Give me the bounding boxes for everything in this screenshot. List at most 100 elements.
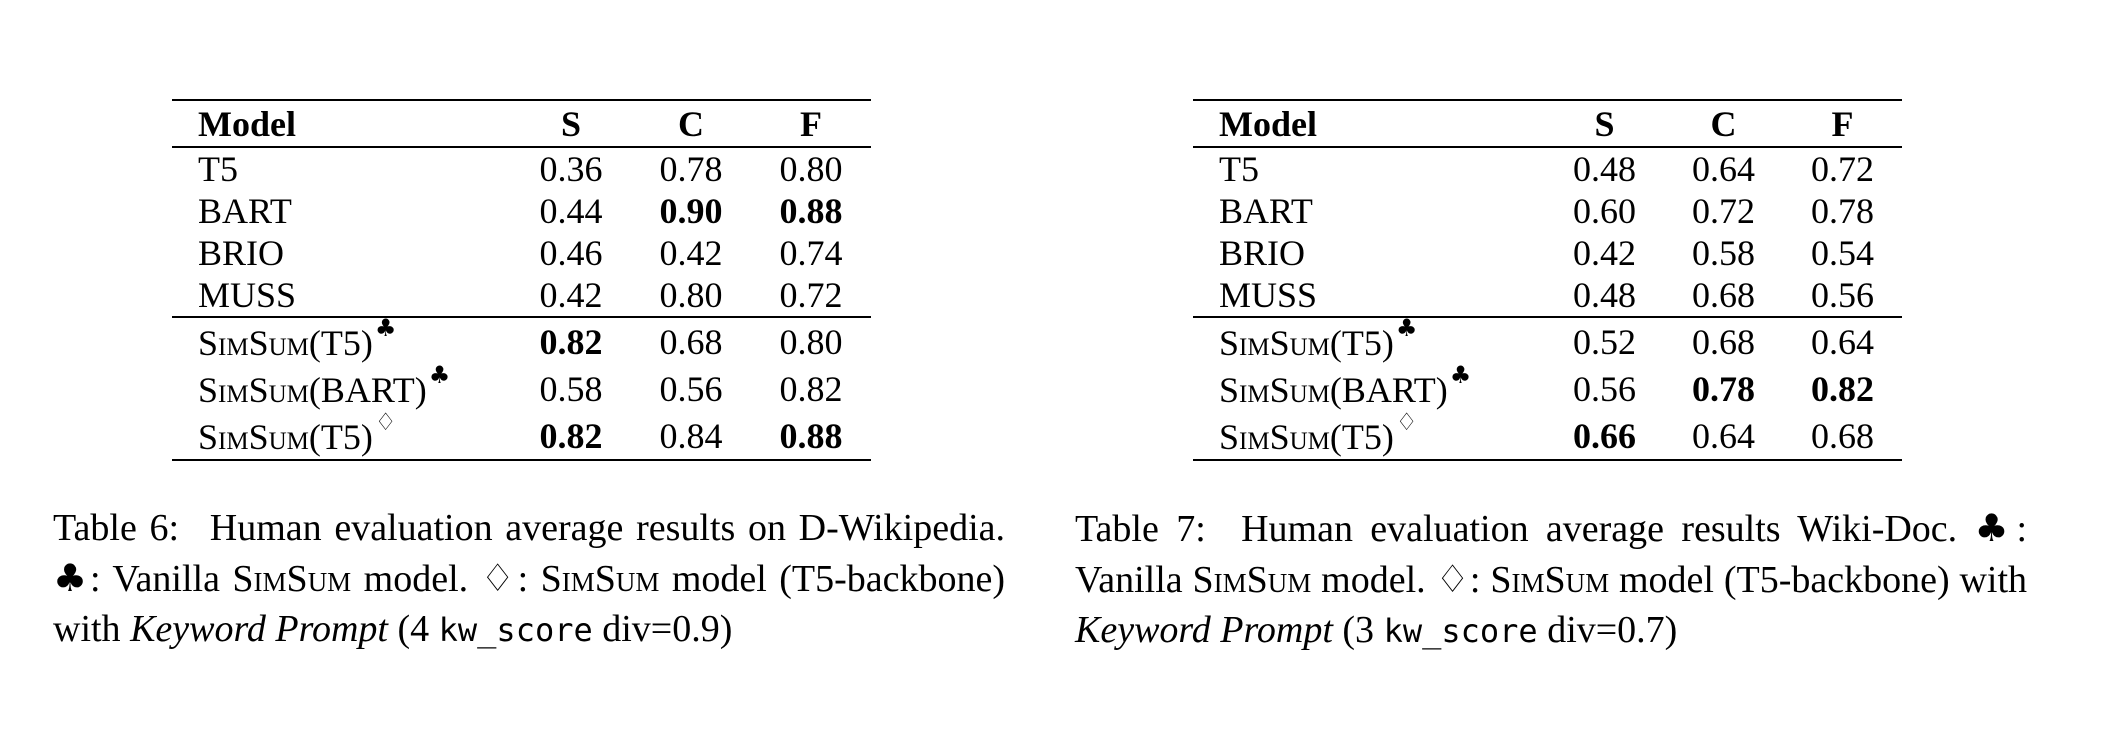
table-row: SimSum(T5)♢ 0.66 0.64 0.68 (1193, 410, 1902, 460)
diamond-marker: ♢ (480, 556, 518, 600)
table-row: BART 0.60 0.72 0.78 (1193, 190, 1902, 232)
simsum-name: SimSum (232, 558, 352, 600)
score-f: 0.82 (1811, 368, 1874, 409)
model-name: SimSum(T5) (198, 417, 373, 457)
score-f: 0.64 (1811, 321, 1874, 362)
score-s: 0.36 (539, 149, 603, 189)
score-s: 0.56 (1573, 368, 1636, 409)
score-f: 0.80 (779, 149, 843, 189)
header-s: S (1594, 103, 1615, 144)
model-cell: SimSum(BART)♣ (172, 363, 511, 412)
score-s: 0.42 (539, 275, 603, 315)
caption-text: : Vanilla (1075, 508, 2027, 601)
score-s: 0.52 (1573, 321, 1636, 362)
score-f: 0.88 (779, 191, 843, 231)
caption-text: Human evaluation average results on D-Wi… (209, 507, 1006, 549)
header-s: S (560, 103, 582, 144)
table-row: MUSS 0.42 0.80 0.72 (172, 274, 871, 317)
score-f: 0.72 (779, 275, 843, 315)
caption-label: Table 7: (1075, 508, 1206, 550)
score-f: 0.80 (779, 321, 843, 362)
club-marker: ♣ (374, 314, 397, 342)
score-c: 0.68 (1692, 275, 1755, 315)
score-s: 0.66 (1573, 415, 1636, 456)
score-c: 0.84 (659, 415, 723, 456)
score-s: 0.60 (1573, 191, 1636, 231)
model-name: SimSum(T5) (1219, 417, 1394, 457)
score-f: 0.74 (779, 233, 843, 273)
caption-text: div=0.7) (1547, 609, 1678, 651)
caption-label: Table 6: (53, 507, 180, 549)
model-cell: T5 (1219, 149, 1259, 189)
model-cell: MUSS (1219, 275, 1318, 315)
score-c: 0.78 (1692, 368, 1755, 409)
caption-text: (4 (397, 608, 430, 650)
caption-text: div=0.9) (602, 608, 733, 650)
score-c: 0.72 (1692, 191, 1755, 231)
caption-text: : (1469, 559, 1481, 601)
score-c: 0.56 (659, 368, 723, 409)
club-marker: ♣ (428, 361, 451, 389)
caption-text: model. (363, 558, 469, 600)
score-c: 0.80 (659, 275, 723, 315)
caption-text: Human evaluation average results Wiki-Do… (1241, 508, 1958, 550)
score-c: 0.58 (1692, 233, 1755, 273)
table-7: Model S C F T5 0.48 0.64 0.72 BART 0.60 … (1193, 99, 1902, 461)
score-s: 0.48 (1573, 149, 1636, 189)
header-f: F (800, 103, 822, 144)
score-s: 0.48 (1573, 275, 1636, 315)
score-f: 0.56 (1811, 275, 1874, 315)
score-c: 0.68 (1692, 321, 1755, 362)
caption-text: model (T5-backbone) with (1618, 559, 2028, 601)
score-f: 0.82 (779, 368, 843, 409)
diamond-marker: ♢ (374, 408, 397, 436)
caption-text: : Vanilla (90, 558, 220, 600)
keyword-prompt-term: Keyword Prompt (1075, 609, 1333, 651)
table-header-row: Model S C F (172, 100, 871, 147)
model-name: SimSum(T5) (1219, 323, 1394, 363)
table-row: BART 0.44 0.90 0.88 (172, 190, 871, 232)
score-s: 0.82 (539, 415, 603, 456)
model-cell: SimSum(BART)♣ (1193, 363, 1545, 412)
header-c: C (1710, 103, 1737, 144)
score-s: 0.46 (539, 233, 603, 273)
score-f: 0.88 (779, 415, 843, 456)
table-row: SimSum(T5)♣ 0.82 0.68 0.80 (172, 314, 871, 365)
table-7-caption: Table 7: Human evaluation average result… (1075, 503, 2027, 656)
score-f: 0.54 (1811, 233, 1874, 273)
model-cell: SimSum(T5)♢ (1193, 410, 1545, 460)
score-c: 0.78 (659, 149, 723, 189)
club-marker: ♣ (1449, 361, 1472, 389)
score-f: 0.72 (1811, 149, 1874, 189)
score-s: 0.42 (1573, 233, 1636, 273)
club-marker: ♣ (53, 556, 91, 600)
header-model: Model (198, 103, 296, 144)
diamond-marker: ♢ (1435, 557, 1470, 601)
model-cell: SimSum(T5)♣ (1193, 314, 1545, 365)
score-c: 0.64 (1692, 149, 1755, 189)
table-row: SimSum(BART)♣ 0.58 0.56 0.82 (172, 363, 871, 412)
model-cell: BART (198, 191, 292, 231)
model-cell: T5 (198, 149, 238, 189)
model-cell: BART (1219, 191, 1313, 231)
club-marker: ♣ (1395, 314, 1418, 342)
table-6-caption: Table 6: Human evaluation average result… (53, 503, 1005, 655)
table-6: Model S C F T5 0.36 0.78 0.80 BART 0.44 … (172, 99, 871, 461)
simsum-name: SimSum (540, 558, 660, 600)
caption-text: model (T5-backbone) with (53, 558, 1006, 650)
score-s: 0.58 (539, 368, 603, 409)
table-row: BRIO 0.46 0.42 0.74 (172, 232, 871, 274)
club-marker: ♣ (1974, 506, 2017, 550)
model-cell: SimSum(T5)♢ (172, 410, 511, 460)
model-name: SimSum(T5) (198, 323, 373, 363)
keyword-prompt-term: Keyword Prompt (130, 608, 388, 650)
header-f: F (1831, 103, 1854, 144)
diamond-marker: ♢ (1395, 408, 1418, 436)
score-c: 0.42 (659, 233, 723, 273)
score-f: 0.78 (1811, 191, 1874, 231)
score-c: 0.64 (1692, 415, 1755, 456)
table-row: T5 0.48 0.64 0.72 (1193, 147, 1902, 190)
model-cell: BRIO (198, 233, 285, 273)
score-s: 0.82 (539, 321, 603, 362)
score-c: 0.68 (659, 321, 723, 362)
